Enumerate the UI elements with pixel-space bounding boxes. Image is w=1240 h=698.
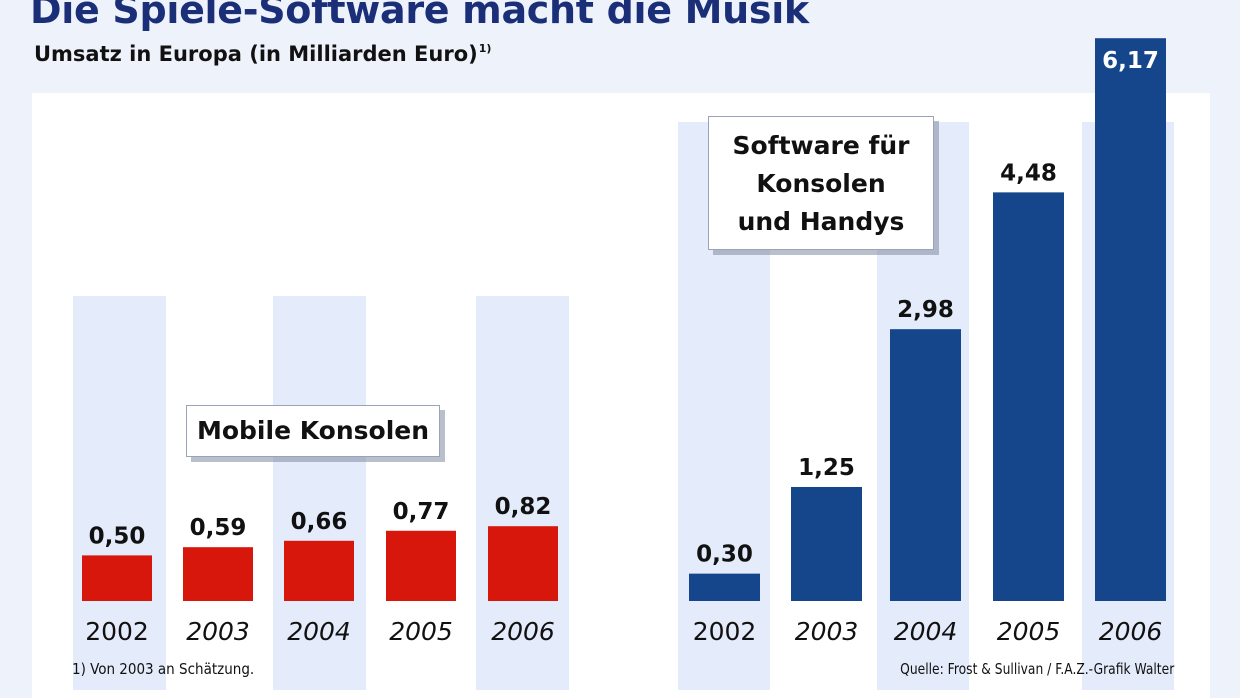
chart-subtitle: Umsatz in Europa (in Milliarden Euro)1) (34, 42, 491, 66)
mobile-value-label-2002: 0,50 (89, 523, 146, 549)
mobile-bar-2005 (386, 530, 456, 601)
mobile-bar-2004 (284, 540, 354, 601)
software-year-label-2002: 2002 (693, 617, 757, 646)
mobile-year-label-2002: 2002 (85, 617, 149, 646)
mobile-bar-2003 (183, 547, 253, 601)
mobile-value-label-2004: 0,66 (291, 509, 348, 535)
source-credit: Quelle: Frost & Sullivan / F.A.Z.-Grafik… (899, 660, 1174, 678)
software-bar-2003 (791, 486, 862, 601)
mobile-bar-2002 (82, 555, 152, 601)
footnote: 1) Von 2003 an Schätzung. (72, 660, 255, 678)
software-year-label-2005: 2005 (997, 617, 1061, 646)
software-value-label-2005: 4,48 (1000, 160, 1057, 186)
software-bar-2006 (1095, 38, 1166, 602)
mobile-year-label-2003: 2003 (186, 617, 250, 646)
software-year-label-2006: 2006 (1099, 617, 1163, 646)
legend-mobile-konsolen: Mobile Konsolen (186, 405, 440, 457)
software-bar-2005 (993, 192, 1064, 601)
software-year-label-2003: 2003 (795, 617, 859, 646)
software-value-label-2003: 1,25 (798, 455, 855, 481)
mobile-value-label-2006: 0,82 (495, 494, 552, 520)
mobile-column-bg-2004 (273, 296, 366, 690)
legend-software-line-1: Software für (732, 131, 910, 160)
software-value-label-2002: 0,30 (696, 542, 753, 568)
subtitle-text: Umsatz in Europa (in Milliarden Euro) (34, 42, 478, 66)
mobile-year-label-2006: 2006 (491, 617, 555, 646)
software-value-label-2006: 6,17 (1102, 48, 1159, 74)
legend-software: Software für Konsolen und Handys (708, 116, 934, 250)
legend-software-line-2: Konsolen (756, 169, 886, 198)
subtitle-footnote-mark: 1) (478, 42, 492, 55)
software-bar-2004 (890, 329, 961, 601)
software-bar-2002 (689, 573, 760, 601)
mobile-year-label-2005: 2005 (389, 617, 453, 646)
legend-software-line-3: und Handys (737, 207, 905, 236)
mobile-value-label-2005: 0,77 (393, 499, 450, 525)
mobile-value-label-2003: 0,59 (190, 515, 247, 541)
mobile-column-bg-2002 (73, 296, 166, 690)
mobile-year-label-2004: 2004 (287, 617, 351, 646)
mobile-bar-2006 (488, 526, 558, 601)
software-value-label-2004: 2,98 (897, 297, 954, 323)
chart-title: Die Spiele-Software macht die Musik (30, 0, 809, 32)
software-year-label-2004: 2004 (894, 617, 958, 646)
mobile-column-bg-2006 (476, 296, 569, 690)
